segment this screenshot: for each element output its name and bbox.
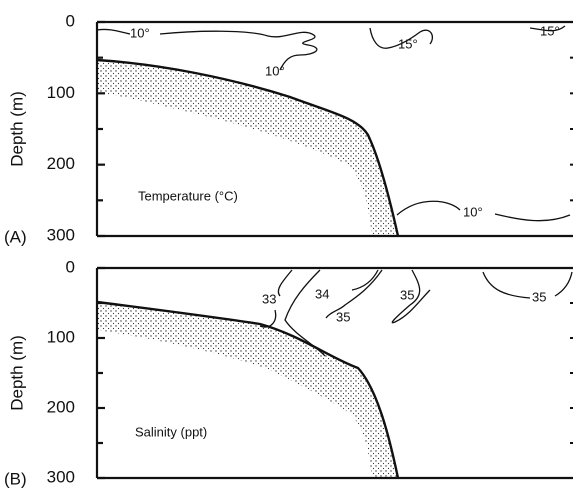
panel-a: 10° 10° 15° 15° 10° Temperature (°C) [97,23,570,236]
y-tick-label: 0 [66,11,75,30]
y-tick-label: 200 [47,154,75,173]
contour-label: 33 [262,291,276,306]
contour [483,272,572,298]
contour-label: 10° [130,25,150,40]
contour [97,29,130,34]
figure: 10° 10° 15° 15° 10° Temperature (°C) 33 … [0,0,573,488]
shelf [97,302,398,478]
contour-label: 35 [400,287,414,302]
contour-label: 34 [315,286,329,301]
contour-label: 35 [336,309,350,324]
panel-b: 33 34 35 35 35 Salinity (ppt) [97,270,572,478]
y-tick-label: 200 [47,397,75,416]
panel-label: (A) [4,227,27,246]
shelf [97,60,398,236]
y-tick-label: 100 [47,83,75,102]
contour [495,214,570,221]
contour-label: 10° [463,204,483,219]
contour [397,201,460,215]
contour [278,270,292,296]
panel-label: (B) [4,469,27,488]
panel-title: Salinity (ppt) [135,424,207,439]
y-axis-label: Depth (m) [7,91,26,167]
contour-label: 10° [265,63,285,78]
contour [160,31,317,70]
contour-label: 15° [398,36,418,51]
y-tick-label: 300 [47,467,75,486]
y-tick-label: 100 [47,327,75,346]
y-axis-label: Depth (m) [7,335,26,411]
contour-label: 15° [540,23,560,38]
contour-label: 35 [532,289,546,304]
panel-title: Temperature (°C) [138,188,238,203]
y-tick-label: 300 [47,225,75,244]
y-tick-label: 0 [66,257,75,276]
